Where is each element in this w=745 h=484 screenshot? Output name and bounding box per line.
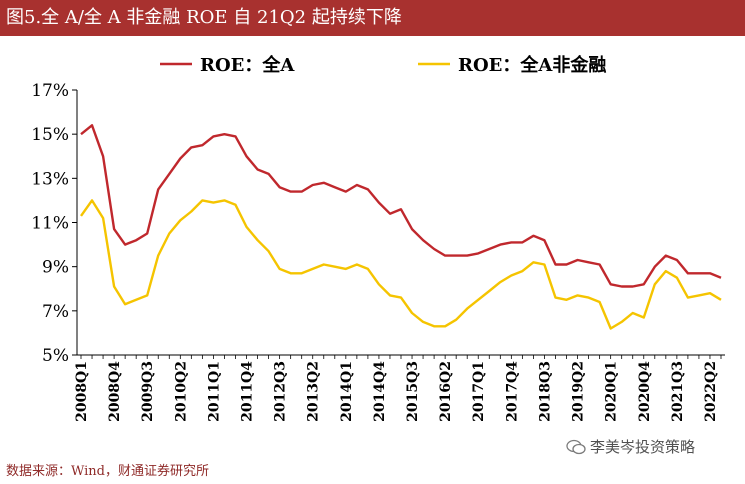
series-line-roe-all-a-nonfin <box>80 199 722 330</box>
x-tick-label: 2016Q2 <box>438 361 454 422</box>
y-tick-label: 7% <box>42 302 69 322</box>
x-tick-label: 2022Q2 <box>703 361 719 422</box>
x-tick-label: 2021Q3 <box>670 361 686 422</box>
x-tick-label: 2011Q1 <box>206 361 222 422</box>
x-tick-label: 2019Q2 <box>571 361 587 422</box>
x-tick-label: 2008Q4 <box>107 361 123 422</box>
x-tick-label: 2020Q4 <box>637 361 653 422</box>
x-tick-label: 2014Q4 <box>372 361 388 422</box>
x-tick-label: 2014Q1 <box>339 361 355 422</box>
x-tick-label: 2017Q4 <box>504 361 520 422</box>
source-note: 数据来源：Wind，财通证券研究所 <box>6 464 209 479</box>
roe-line-chart: 5% 7% 9% 11% 13% 15% 17% 2008Q1 2008Q4 2009Q3 2010… <box>31 54 725 422</box>
watermark-text: 李美岑投资策略 <box>590 438 696 456</box>
x-tick-label: 2008Q1 <box>74 361 90 422</box>
x-tick-label: 2015Q3 <box>405 361 421 422</box>
y-tick-label: 9% <box>42 258 69 278</box>
x-tick-label: 2012Q3 <box>273 361 289 422</box>
x-tick-label: 2018Q3 <box>537 361 553 422</box>
legend-label: ROE：全A非金融 <box>458 54 606 76</box>
y-tick-label: 15% <box>31 125 69 145</box>
x-tick-label: 2010Q2 <box>173 361 189 422</box>
x-tick-label: 2020Q1 <box>604 361 620 422</box>
x-tick-label: 2011Q4 <box>240 361 256 422</box>
legend-label: ROE：全A <box>200 54 295 76</box>
x-tick-label: 2009Q3 <box>140 361 156 422</box>
y-tick-label: 5% <box>42 346 69 366</box>
series-line-roe-all-a <box>80 124 722 288</box>
y-tick-label: 13% <box>31 169 69 189</box>
title-bar: 图5.全 A/全 A 非金融 ROE 自 21Q2 起持续下降 <box>0 0 745 36</box>
wechat-icon <box>566 439 586 455</box>
y-tick-label: 11% <box>31 214 69 234</box>
x-tick-label: 2013Q2 <box>306 361 322 422</box>
figure-title: 图5.全 A/全 A 非金融 ROE 自 21Q2 起持续下降 <box>6 7 402 28</box>
x-tick-label: 2017Q1 <box>471 361 487 422</box>
wechat-watermark: 李美岑投资策略 <box>566 436 695 457</box>
y-tick-label: 17% <box>31 81 69 101</box>
